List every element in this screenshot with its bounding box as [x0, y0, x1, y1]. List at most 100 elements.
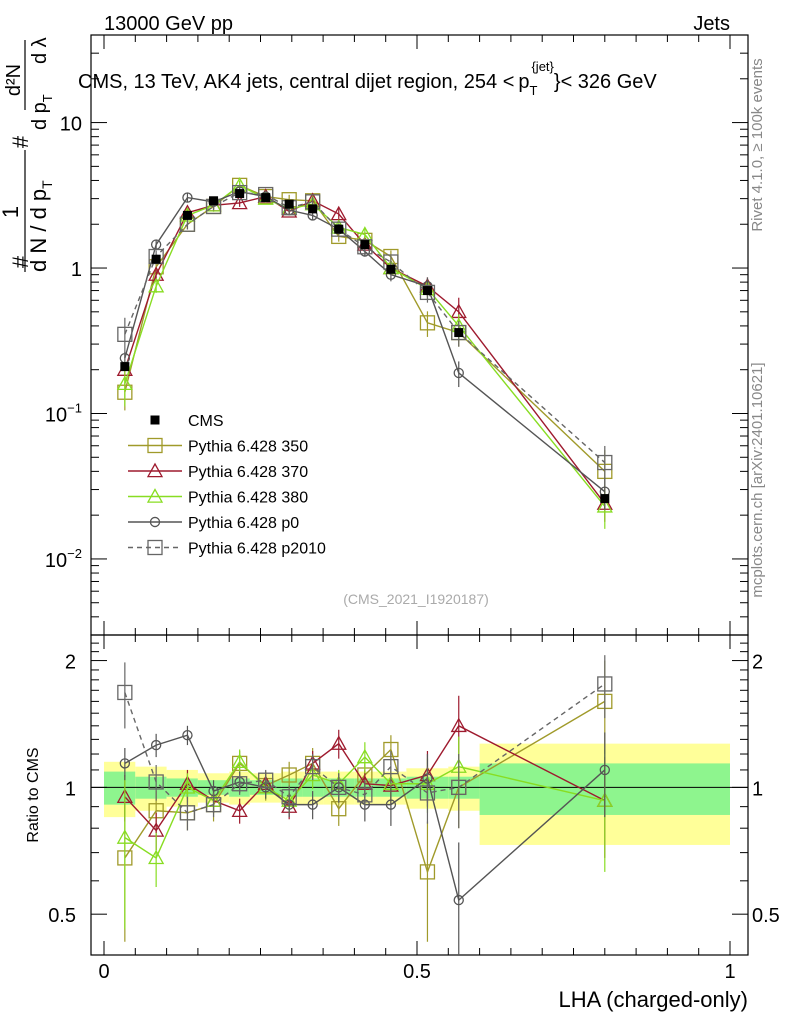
ratio-y-label: Ratio to CMS: [25, 747, 42, 842]
ratio-series-point: [179, 779, 196, 794]
ratio-series-point: [119, 758, 131, 769]
ylabel-hash-2: #: [8, 135, 33, 148]
legend-label: Pythia 6.428 380: [188, 490, 308, 507]
legend-label: Pythia 6.428 p2010: [188, 541, 326, 558]
legend-label: Pythia 6.428 p0: [188, 515, 299, 532]
ratio-y-tick-label-left: 0.5: [48, 905, 76, 927]
chart-title: CMS, 13 TeV, AK4 jets, central dijet reg…: [78, 59, 657, 98]
ylabel-lambda: d λ: [29, 37, 51, 64]
header-left: 13000 GeV pp: [104, 13, 233, 35]
ratio-series-line: [124, 756, 605, 859]
legend-label: Pythia 6.428 350: [188, 439, 308, 456]
cms-data-point: [600, 494, 610, 504]
legend-marker-cms: [150, 415, 160, 425]
mcplots-label: mcplots.cern.ch [arXiv:2401.10621]: [749, 362, 766, 597]
cms-data-point: [235, 189, 245, 199]
ratio-series-point: [281, 789, 297, 805]
ratio-series-line: [124, 724, 606, 832]
ratio-series-line: [124, 700, 606, 875]
ratio-series-line: [124, 683, 606, 814]
ratio-series-point: [205, 796, 222, 813]
ratio-series-group: [116, 655, 613, 955]
ratio-series-point: [356, 748, 373, 764]
main-y-tick-base: 1: [71, 259, 82, 281]
ratio-series-point: [150, 739, 162, 751]
cms-data-point: [209, 196, 219, 206]
x-tick-label: 0: [98, 961, 109, 983]
main-series-point: [231, 194, 248, 210]
ylabel-frac1-num: 1: [0, 206, 23, 218]
ratio-series-point: [179, 805, 196, 821]
ratio-y-tick-label-left: 2: [65, 652, 76, 674]
cms-data-point: [360, 240, 370, 250]
main-y-label: # 1 d N / d pT # d²N d pT d λ: [0, 37, 55, 272]
ratio-y-tick-label-right: 2: [752, 652, 763, 674]
ratio-series-point: [419, 785, 436, 801]
main-y-tick-label: 10: [60, 114, 82, 136]
ratio-series-point: [385, 799, 397, 810]
main-y-tick-base: 10: [45, 550, 67, 572]
main-series-point: [597, 454, 613, 471]
legend-label: Pythia 6.428 370: [188, 464, 308, 481]
main-y-tick-exp: −2: [67, 546, 82, 561]
main-series-point: [148, 277, 165, 293]
ylabel-frac1-den-text: d N / d p: [26, 189, 51, 272]
ratio-series-point: [451, 779, 467, 796]
main-y-tick-exp: −1: [67, 400, 82, 415]
ylabel-hash-1: #: [8, 255, 33, 268]
legend: CMS Pythia 6.428 350 Pythia 6.428 370 Pythi…: [128, 413, 326, 558]
ratio-series-point: [231, 753, 248, 769]
header-right: Jets: [693, 13, 730, 35]
ratio-series-point: [304, 766, 321, 782]
main-series-point: [453, 367, 464, 379]
ratio-series-point: [258, 772, 274, 788]
ratio-series-point: [148, 849, 165, 865]
cms-data-point: [454, 328, 464, 338]
ylabel-frac1-den: d N / d pT: [26, 180, 55, 272]
main-series-point: [451, 324, 467, 341]
cms-data-point: [422, 286, 432, 296]
x-tick-label: 1: [724, 961, 735, 983]
title-prefix: CMS, 13 TeV, AK4 jets, central dijet reg…: [78, 71, 514, 93]
main-series-point: [232, 184, 248, 201]
title-p: p: [518, 71, 529, 93]
main-series-point: [116, 375, 133, 391]
ratio-series-point: [599, 764, 611, 776]
ratio-y-tick-label-right: 0.5: [752, 905, 780, 927]
main-y-tick-label: 10−2: [45, 546, 82, 572]
ratio-series-point: [182, 730, 193, 741]
ratio-series-point: [231, 802, 248, 818]
legend-marker: [146, 488, 164, 503]
ratio-series-point: [383, 758, 399, 775]
cms-data-point: [284, 199, 294, 209]
cms-data-point: [261, 193, 271, 203]
cms-data-point: [386, 264, 396, 274]
ratio-series-point: [117, 684, 133, 701]
ylabel-frac2-den-sub: T: [40, 94, 55, 102]
main-y-tick-label: 1: [71, 259, 82, 281]
ratio-series-point: [357, 787, 373, 803]
ylabel-frac2-den: d pT: [29, 94, 55, 130]
analysis-watermark: (CMS_2021_I1920187): [343, 591, 489, 607]
rivet-label: Rivet 4.1.0, ≥ 100k events: [749, 58, 766, 231]
x-tick-label: 0.5: [403, 961, 431, 983]
cms-data-point: [151, 254, 161, 264]
ylabel-frac1-den-sub: T: [39, 180, 55, 189]
legend-marker: [147, 539, 163, 556]
ratio-series-point: [232, 776, 248, 792]
cms-data-point: [120, 362, 130, 372]
ratio-series-point: [330, 735, 347, 750]
main-series-point: [596, 497, 613, 513]
title-sub: T: [530, 83, 538, 98]
legend-marker: [147, 437, 163, 454]
main-y-tick-base: 10: [60, 114, 82, 136]
main-series-point: [331, 221, 347, 237]
frame-group: [90, 34, 749, 956]
ylabel-frac2-den-text: d p: [29, 102, 51, 130]
main-series-point: [419, 315, 436, 331]
cms-data-point: [308, 204, 318, 214]
ratio-frame: [90, 634, 749, 956]
ratio-series-point: [116, 829, 133, 844]
ratio-series-point: [453, 894, 464, 906]
